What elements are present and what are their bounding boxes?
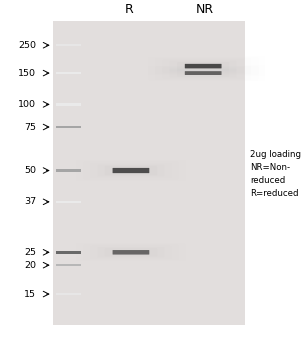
- Bar: [56, 103, 81, 106]
- Bar: [56, 200, 81, 203]
- Text: 2ug loading
NR=Non-
reduced
R=reduced: 2ug loading NR=Non- reduced R=reduced: [250, 150, 301, 198]
- FancyBboxPatch shape: [185, 64, 222, 68]
- Text: 50: 50: [24, 166, 36, 175]
- Text: 25: 25: [24, 248, 36, 257]
- Text: 100: 100: [18, 100, 36, 109]
- Text: NR: NR: [196, 3, 214, 16]
- Bar: [56, 72, 81, 74]
- Bar: [56, 169, 81, 172]
- Bar: [56, 264, 81, 267]
- Bar: [56, 126, 81, 128]
- Text: 75: 75: [24, 122, 36, 132]
- Text: R: R: [125, 3, 134, 16]
- Text: 37: 37: [24, 197, 36, 206]
- FancyBboxPatch shape: [113, 250, 149, 255]
- FancyBboxPatch shape: [113, 168, 149, 173]
- Bar: [56, 251, 81, 253]
- Bar: [56, 44, 81, 46]
- Text: 15: 15: [24, 290, 36, 299]
- Bar: [53, 21, 245, 325]
- Text: 150: 150: [18, 69, 36, 78]
- Text: 250: 250: [18, 41, 36, 50]
- Bar: [56, 293, 81, 295]
- FancyBboxPatch shape: [185, 71, 222, 75]
- Text: 20: 20: [24, 261, 36, 270]
